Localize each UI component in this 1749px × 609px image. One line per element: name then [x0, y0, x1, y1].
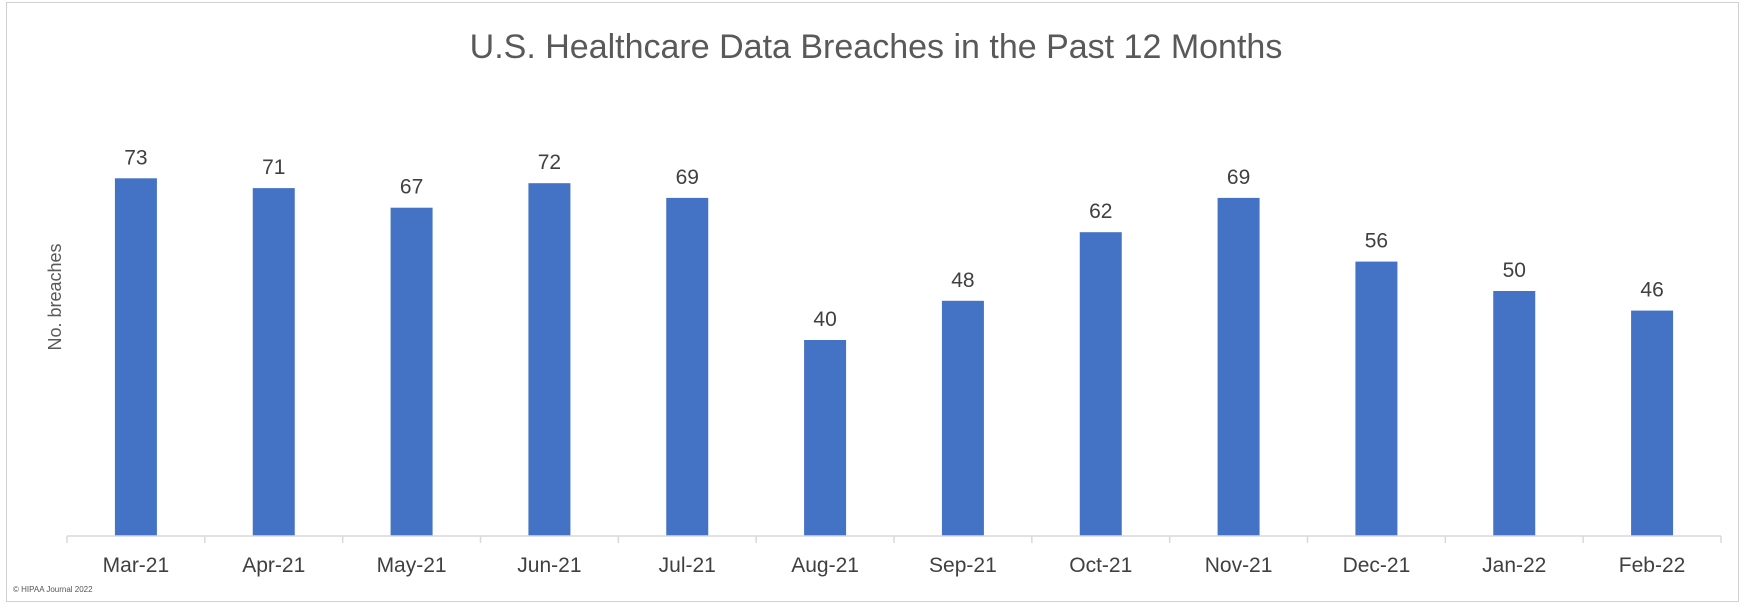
x-tick-label: Nov-21 — [1205, 554, 1273, 577]
bar-may-21 — [390, 207, 433, 536]
x-tick-label: Jul-21 — [659, 554, 716, 577]
data-label: 67 — [400, 176, 423, 199]
x-tick-label: Feb-22 — [1619, 554, 1686, 577]
chart-frame — [6, 2, 1739, 602]
x-axis: Mar-21 Apr-21 May-21 Jun-21 Jul-21 Aug-21 Sep-… — [66, 535, 1722, 577]
bar-nov-21 — [1217, 197, 1260, 536]
bar-jul-21 — [666, 197, 709, 536]
x-tick-label: Apr-21 — [242, 554, 305, 577]
x-tick-label: Dec-21 — [1343, 554, 1411, 577]
x-tick-label: Sep-21 — [929, 554, 997, 577]
data-label: 56 — [1365, 230, 1388, 253]
data-label: 48 — [951, 269, 974, 292]
bar-dec-21 — [1355, 261, 1398, 536]
chart-title: U.S. Healthcare Data Breaches in the Pas… — [470, 28, 1283, 66]
x-tick-label: Mar-21 — [103, 554, 170, 577]
data-label: 50 — [1503, 259, 1526, 282]
data-label: 62 — [1089, 200, 1112, 223]
bar-apr-21 — [252, 188, 295, 536]
x-tick-label: Aug-21 — [791, 554, 859, 577]
data-label: 71 — [262, 156, 285, 179]
data-label: 69 — [676, 166, 699, 189]
bar-aug-21 — [804, 340, 847, 536]
bar-jun-21 — [528, 183, 571, 536]
x-tick-label: Jun-21 — [517, 554, 581, 577]
data-label: 72 — [538, 151, 561, 174]
bar-mar-21 — [114, 178, 157, 537]
bar-feb-22 — [1631, 310, 1674, 536]
data-label: 40 — [813, 308, 836, 331]
data-label: 73 — [124, 146, 147, 169]
data-labels-group: 73 71 67 72 69 40 48 62 69 56 50 46 — [124, 146, 1664, 331]
x-tick-label: Jan-22 — [1482, 554, 1546, 577]
bar-jan-22 — [1493, 291, 1536, 536]
bar-sep-21 — [941, 300, 984, 536]
bar-oct-21 — [1079, 232, 1122, 536]
data-label: 46 — [1640, 279, 1663, 302]
data-label: 69 — [1227, 166, 1250, 189]
bars-group — [114, 178, 1674, 537]
y-axis-label: No. breaches — [45, 243, 65, 350]
x-tick-label: Oct-21 — [1069, 554, 1132, 577]
x-tick-label: May-21 — [377, 554, 447, 577]
copyright-credit: © HIPAA Journal 2022 — [13, 585, 93, 594]
